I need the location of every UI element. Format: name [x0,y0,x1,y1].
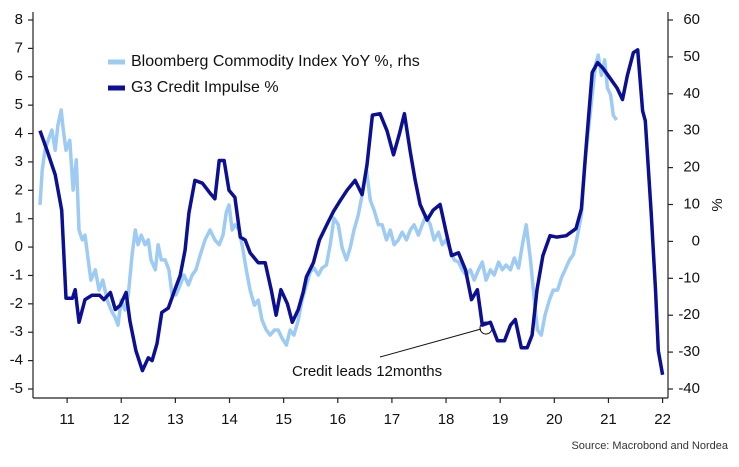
y2-tick-label: -20 [678,306,700,323]
y2-tick-label: 10 [683,195,700,212]
x-tick-label: 21 [600,411,617,428]
y-tick-label: 6 [15,68,23,85]
legend-label: Bloomberg Commodity Index YoY %, rhs [131,53,420,70]
x-tick-label: 18 [438,411,455,428]
x-tick-label: 17 [384,411,401,428]
y2-tick-label: -40 [678,380,700,397]
y2-tick-label: -10 [678,269,700,286]
x-tick-label: 14 [221,411,238,428]
x-tick-label: 19 [492,411,509,428]
x-tick-label: 15 [275,411,292,428]
y-tick-label: -4 [10,352,23,369]
y-tick-label: 4 [15,125,23,142]
x-tick-label: 16 [329,411,346,428]
y2-axis-label: % [709,198,726,211]
x-tick-label: 12 [113,411,130,428]
legend-label: G3 Credit Impulse % [131,79,279,96]
y2-tick-label: 60 [683,11,700,28]
y2-tick-label: 30 [683,122,700,139]
x-tick-label: 13 [167,411,184,428]
y-tick-label: 0 [15,238,23,255]
x-tick-label: 20 [546,411,563,428]
y-tick-label: -5 [10,380,23,397]
x-tick-label: 22 [654,411,671,428]
y2-tick-label: 20 [683,159,700,176]
annotation-line [379,328,482,358]
y2-tick-label: -30 [678,343,700,360]
y2-tick-label: 50 [683,48,700,65]
series-line [38,48,665,376]
x-tick-label: 11 [59,411,75,428]
y-tick-label: 5 [15,96,23,113]
y2-tick-label: 0 [692,232,700,249]
y2-tick-label: 40 [683,85,700,102]
y-tick-label: 3 [15,153,23,170]
y-tick-label: 8 [15,11,23,28]
y-tick-label: -3 [10,323,23,340]
series-line [38,53,619,347]
y-tick-label: -1 [10,266,23,283]
y-tick-label: -2 [10,295,23,312]
annotation: Credit leads 12months [292,363,442,380]
source: Source: Macrobond and Nordea [571,440,728,452]
y-tick-label: 1 [15,210,23,227]
y-tick-label: 2 [15,181,23,198]
y-tick-label: 7 [15,39,23,56]
